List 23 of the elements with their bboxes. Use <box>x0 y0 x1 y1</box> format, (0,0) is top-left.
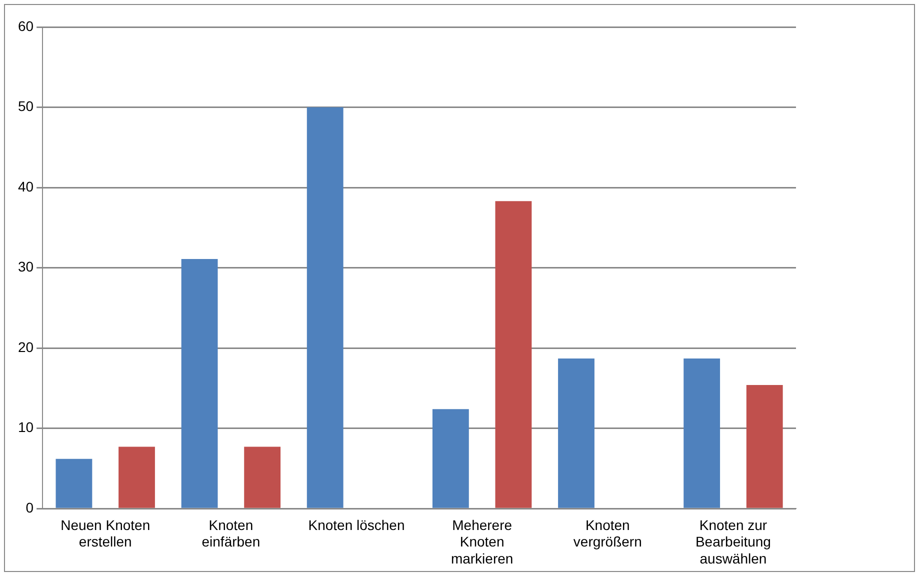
y-tick-label: 50 <box>18 98 34 114</box>
y-tick-label: 60 <box>18 18 34 34</box>
bar <box>56 458 92 508</box>
y-tick-label: 30 <box>18 258 34 275</box>
bar <box>118 446 155 508</box>
bar <box>306 107 344 508</box>
x-tick-label: Knoten vergrößern <box>573 516 642 550</box>
bar <box>432 409 469 508</box>
x-tick-label: Knoten löschen <box>308 516 405 533</box>
bar <box>558 358 594 508</box>
x-tick-label: Knoten zur Bearbeitung auswählen <box>695 516 771 566</box>
y-tick-label: 10 <box>18 419 34 436</box>
bar <box>181 258 218 508</box>
x-tick-label: Knoten einfärben <box>202 516 260 550</box>
y-tick-label: 0 <box>26 499 34 516</box>
bar <box>746 384 783 508</box>
y-tick-label: 20 <box>18 338 34 355</box>
bar <box>495 201 532 508</box>
y-tick-label: 40 <box>18 178 34 194</box>
x-tick-label: Neuen Knoten erstellen <box>60 516 150 550</box>
x-tick-label: Meherere Knoten markieren <box>450 516 514 566</box>
bar <box>244 446 281 508</box>
bar <box>684 358 720 508</box>
